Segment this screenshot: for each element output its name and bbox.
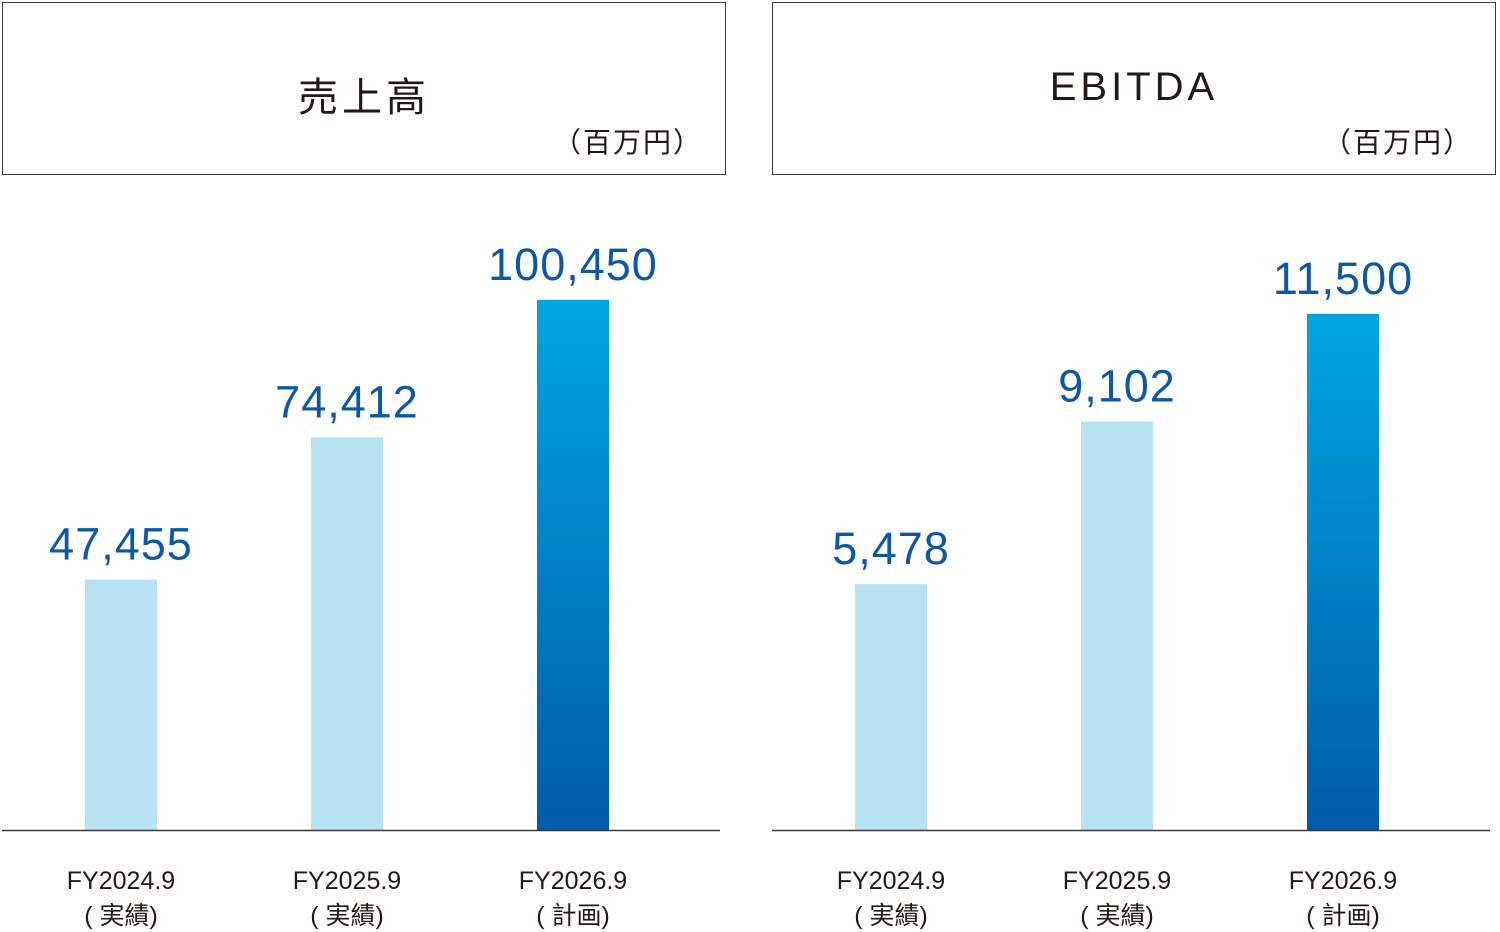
sales-value-label: 74,412: [275, 376, 419, 427]
ebitda-unit-label: （百万円）: [1322, 127, 1473, 158]
ebitda-bar-FY2024.9: [855, 584, 927, 830]
sales-chart-title: 売上高: [298, 76, 430, 120]
sales-chart-panel: 売上高 （百万円） 47,455 FY2024.9 ( 実績) 74,412 FY202…: [0, 0, 730, 932]
ebitda-title-box: EBITDA （百万円）: [772, 2, 1496, 175]
sales-value-label: 100,450: [488, 239, 658, 290]
sales-title-box: 売上高 （百万円）: [2, 2, 726, 175]
ebitda-value-label: 5,478: [832, 523, 950, 574]
sales-bar-FY2026.9: [537, 299, 609, 830]
ebitda-category-label: FY2024.9: [837, 867, 945, 895]
sales-value-label: 47,455: [49, 519, 193, 570]
sales-category-note: ( 計画): [536, 902, 610, 930]
ebitda-chart-panel: EBITDA （百万円） 5,478 FY2024.9 ( 実績) 9,102 FY20…: [770, 0, 1500, 932]
ebitda-category-label: FY2025.9: [1063, 867, 1171, 895]
ebitda-value-label: 11,500: [1273, 253, 1413, 304]
sales-bar-FY2025.9: [311, 437, 383, 830]
ebitda-bar-chart: 5,478 FY2024.9 ( 実績) 9,102 FY2025.9 ( 実績) 11,5…: [772, 253, 1490, 930]
ebitda-value-label: 9,102: [1058, 360, 1176, 411]
sales-bar-chart: 47,455 FY2024.9 ( 実績) 74,412 FY2025.9 ( 実績) 10…: [2, 239, 720, 930]
sales-category-note: ( 実績): [310, 902, 384, 930]
ebitda-bar-FY2026.9: [1307, 313, 1379, 830]
sales-unit-label: （百万円）: [552, 127, 703, 158]
ebitda-bar-FY2025.9: [1081, 421, 1153, 830]
ebitda-category-note: ( 計画): [1306, 902, 1380, 930]
ebitda-category-note: ( 実績): [1080, 902, 1154, 930]
sales-category-label: FY2024.9: [67, 867, 175, 895]
ebitda-chart-title: EBITDA: [1049, 65, 1219, 109]
sales-bar-FY2024.9: [85, 579, 157, 830]
sales-category-label: FY2026.9: [519, 867, 627, 895]
sales-category-note: ( 実績): [84, 902, 158, 930]
ebitda-category-label: FY2026.9: [1289, 867, 1397, 895]
sales-category-label: FY2025.9: [293, 867, 401, 895]
ebitda-category-note: ( 実績): [854, 902, 928, 930]
